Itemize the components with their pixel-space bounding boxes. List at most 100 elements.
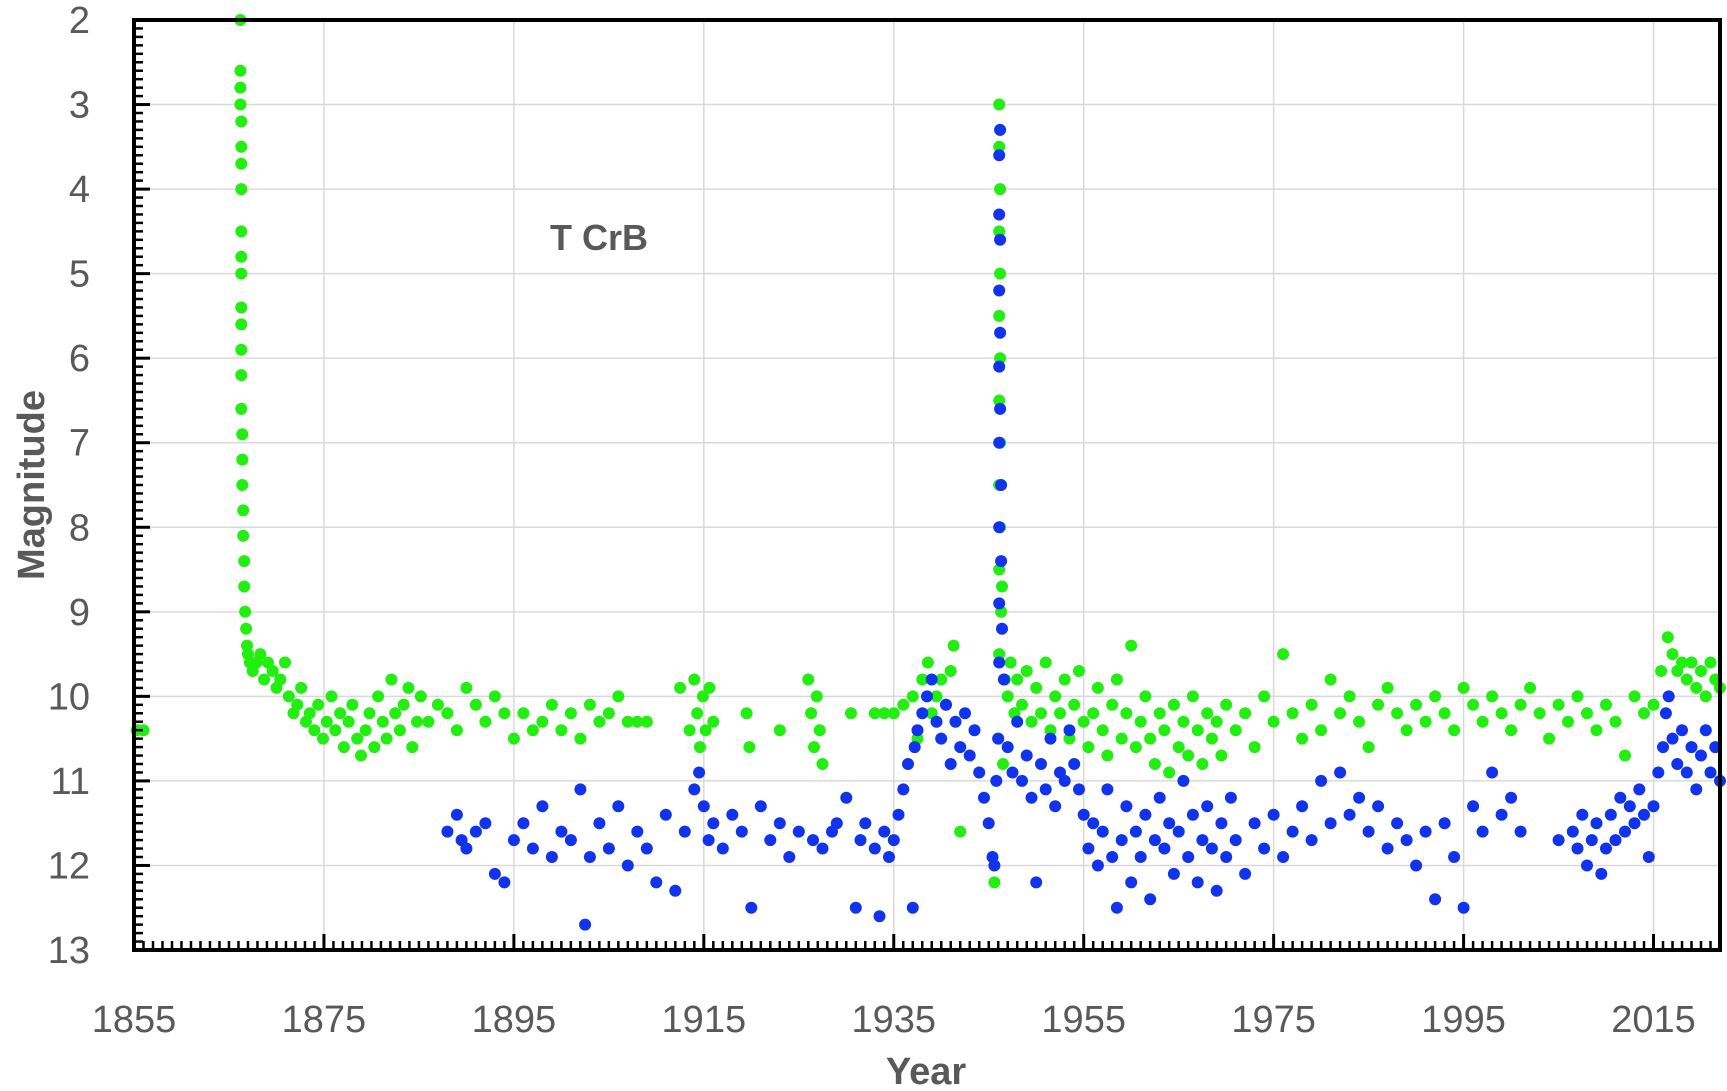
blue-data-point (902, 758, 914, 770)
blue-data-point (995, 479, 1008, 491)
green-data-point (1091, 681, 1104, 694)
blue-data-point (1642, 851, 1655, 863)
blue-data-point (993, 436, 1006, 449)
blue-data-point (1604, 808, 1617, 821)
blue-data-point (1163, 817, 1176, 830)
blue-data-point (1305, 834, 1318, 847)
blue-data-point (1158, 842, 1171, 855)
green-data-point (235, 267, 248, 280)
green-data-point (1524, 681, 1537, 694)
blue-data-point (579, 918, 592, 931)
blue-data-point (1035, 758, 1047, 770)
green-data-point (930, 690, 943, 703)
blue-data-point (688, 783, 701, 796)
blue-data-point (949, 715, 962, 728)
blue-data-point (1619, 825, 1631, 838)
green-data-point (235, 183, 248, 196)
blue-data-point (1182, 851, 1195, 863)
green-data-point (237, 529, 250, 542)
green-data-point (414, 690, 427, 703)
green-data-point (1191, 724, 1204, 737)
blue-data-point (1657, 741, 1669, 754)
blue-data-point (959, 707, 971, 720)
green-data-point (498, 707, 511, 720)
green-data-point (238, 580, 251, 593)
blue-data-point (745, 901, 758, 914)
green-data-point (805, 707, 818, 720)
green-data-point (317, 732, 329, 745)
green-data-point (1581, 707, 1593, 720)
blue-data-point (908, 741, 921, 754)
green-data-point (291, 698, 304, 711)
green-data-point (329, 724, 342, 737)
blue-data-point (1662, 690, 1675, 703)
green-data-point (845, 707, 857, 720)
blue-data-point (1400, 834, 1413, 847)
green-data-point (878, 707, 891, 720)
green-data-point (254, 648, 267, 661)
gridlines (134, 20, 1720, 950)
green-data-point (351, 732, 364, 745)
green-data-point (813, 724, 826, 737)
blue-data-point (1566, 825, 1579, 838)
green-data-point (1448, 724, 1461, 737)
blue-data-point (1391, 817, 1404, 830)
blue-data-point (792, 825, 805, 838)
blue-data-point (993, 521, 1006, 534)
y-tick-label: 3 (69, 85, 90, 127)
y-tick-label: 12 (48, 845, 90, 887)
blue-data-point (1438, 817, 1451, 830)
y-tick-label: 4 (69, 169, 90, 211)
blue-data-point (883, 851, 895, 863)
blue-data-point (1467, 800, 1480, 813)
green-data-point (1410, 698, 1423, 711)
blue-data-point (995, 555, 1008, 568)
blue-data-point (911, 724, 924, 737)
blue-data-point (716, 842, 729, 855)
green-data-point (1467, 698, 1480, 711)
blue-data-point (906, 901, 919, 914)
green-data-point (1334, 707, 1347, 720)
blue-data-point (1044, 732, 1057, 745)
green-data-point (282, 690, 295, 703)
blue-data-point (621, 859, 634, 872)
blue-data-point (735, 825, 748, 838)
blue-data-point (1144, 893, 1157, 906)
green-data-point (469, 698, 482, 711)
green-data-point (1609, 715, 1622, 728)
blue-data-point (764, 834, 777, 847)
green-data-point (488, 690, 501, 703)
green-data-point (1685, 656, 1698, 669)
blue-data-point (1139, 808, 1152, 821)
green-data-point (1676, 656, 1688, 669)
blue-data-point (1585, 834, 1598, 847)
green-data-point (743, 741, 756, 754)
green-data-point (988, 876, 1001, 889)
blue-data-point (1690, 783, 1703, 796)
star-name-annotation: T CrB (550, 217, 648, 258)
blue-data-point (997, 673, 1010, 686)
blue-data-point (783, 851, 796, 863)
green-data-point (1400, 724, 1413, 737)
green-data-point (1049, 690, 1062, 703)
green-data-point (691, 707, 704, 720)
blue-data-point (992, 732, 1005, 745)
x-tick-label: 1975 (1231, 999, 1316, 1041)
green-data-point (325, 690, 338, 703)
green-data-point (1552, 698, 1565, 711)
blue-data-point (1073, 783, 1085, 796)
blue-data-point (994, 233, 1007, 246)
green-data-point (342, 715, 355, 728)
green-data-point (1533, 707, 1546, 720)
green-data-point (235, 318, 248, 331)
green-data-point (1167, 698, 1180, 711)
green-data-point (674, 681, 687, 694)
green-data-point (402, 681, 415, 694)
blue-data-point (441, 825, 454, 838)
green-data-point (234, 64, 247, 77)
blue-data-point (754, 800, 767, 813)
green-data-point (1690, 681, 1703, 694)
blue-data-point (498, 876, 511, 889)
x-tick-label: 1855 (92, 999, 177, 1041)
blue-data-point (1172, 825, 1185, 838)
